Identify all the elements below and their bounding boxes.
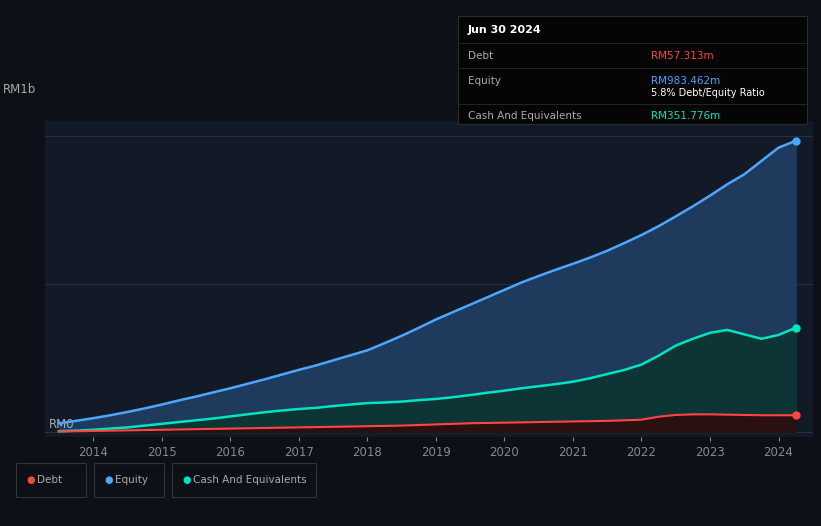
- Text: RM351.776m: RM351.776m: [651, 111, 720, 121]
- Text: RM57.313m: RM57.313m: [651, 51, 713, 61]
- Text: Equity: Equity: [115, 475, 148, 485]
- Text: Equity: Equity: [468, 76, 501, 86]
- Text: Jun 30 2024: Jun 30 2024: [468, 25, 542, 35]
- Text: Debt: Debt: [37, 475, 62, 485]
- Text: Cash And Equivalents: Cash And Equivalents: [193, 475, 306, 485]
- Text: RM983.462m: RM983.462m: [651, 76, 720, 86]
- Point: [789, 411, 802, 419]
- Text: ●: ●: [26, 475, 34, 485]
- Text: RM0: RM0: [48, 418, 74, 431]
- Point: [789, 137, 802, 145]
- Text: Debt: Debt: [468, 51, 493, 61]
- Text: 5.8% Debt/Equity Ratio: 5.8% Debt/Equity Ratio: [651, 88, 765, 98]
- Text: Cash And Equivalents: Cash And Equivalents: [468, 111, 581, 121]
- Text: RM1b: RM1b: [3, 83, 36, 96]
- Text: ●: ●: [182, 475, 190, 485]
- Text: ●: ●: [104, 475, 112, 485]
- Point: [789, 323, 802, 332]
